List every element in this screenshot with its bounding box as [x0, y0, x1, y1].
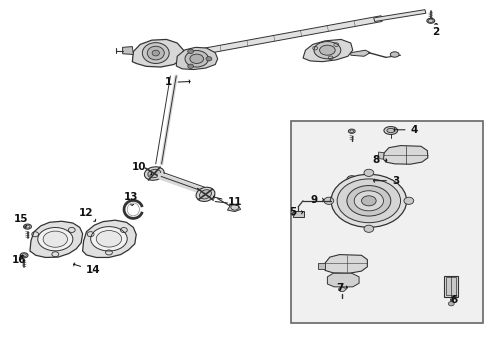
Polygon shape — [350, 50, 369, 56]
Ellipse shape — [338, 287, 345, 292]
Polygon shape — [378, 152, 383, 159]
Ellipse shape — [330, 174, 406, 227]
Ellipse shape — [147, 169, 161, 178]
Polygon shape — [383, 145, 427, 164]
Ellipse shape — [90, 226, 127, 251]
Polygon shape — [82, 220, 136, 257]
Bar — [446, 277, 455, 295]
Bar — [292, 212, 294, 215]
Text: 15: 15 — [14, 215, 28, 227]
Text: 1: 1 — [165, 77, 190, 87]
Text: 10: 10 — [131, 162, 151, 175]
Text: 16: 16 — [12, 255, 26, 265]
Text: 3: 3 — [373, 176, 399, 186]
Polygon shape — [227, 204, 240, 212]
Polygon shape — [176, 47, 217, 69]
Circle shape — [447, 302, 453, 306]
Ellipse shape — [144, 167, 164, 180]
Polygon shape — [30, 221, 82, 257]
Ellipse shape — [199, 190, 211, 199]
Ellipse shape — [426, 18, 434, 23]
Polygon shape — [193, 16, 381, 56]
Ellipse shape — [184, 50, 208, 67]
Text: 13: 13 — [124, 192, 138, 205]
Ellipse shape — [319, 45, 334, 55]
Ellipse shape — [38, 228, 73, 251]
Text: 4: 4 — [393, 125, 417, 135]
Ellipse shape — [20, 253, 28, 258]
Circle shape — [187, 49, 193, 54]
Polygon shape — [325, 255, 366, 273]
Ellipse shape — [152, 50, 159, 56]
Polygon shape — [317, 263, 325, 269]
Text: 5: 5 — [289, 207, 302, 217]
Circle shape — [324, 197, 333, 204]
Text: 9: 9 — [310, 195, 323, 205]
Ellipse shape — [386, 129, 394, 133]
Text: 2: 2 — [431, 23, 439, 37]
Ellipse shape — [346, 185, 390, 216]
Ellipse shape — [347, 129, 354, 134]
Text: 8: 8 — [372, 155, 386, 165]
Text: 6: 6 — [449, 295, 457, 305]
Circle shape — [363, 169, 373, 176]
Polygon shape — [327, 273, 358, 287]
Bar — [290, 121, 483, 323]
Ellipse shape — [336, 179, 400, 223]
Text: 7: 7 — [335, 283, 346, 293]
Circle shape — [187, 64, 193, 68]
Ellipse shape — [313, 41, 340, 59]
Ellipse shape — [96, 230, 122, 247]
Circle shape — [363, 225, 373, 232]
Ellipse shape — [142, 42, 169, 63]
Bar — [293, 211, 304, 217]
Ellipse shape — [365, 178, 376, 184]
Circle shape — [403, 197, 413, 204]
Bar — [444, 276, 457, 297]
Ellipse shape — [23, 224, 31, 229]
Circle shape — [205, 57, 211, 61]
Ellipse shape — [189, 54, 203, 63]
Polygon shape — [122, 46, 133, 54]
Circle shape — [346, 176, 356, 183]
Ellipse shape — [383, 127, 397, 134]
Ellipse shape — [389, 52, 398, 57]
Polygon shape — [303, 40, 352, 62]
Ellipse shape — [353, 191, 383, 211]
Ellipse shape — [361, 196, 375, 206]
Ellipse shape — [196, 187, 214, 202]
Text: 14: 14 — [74, 263, 101, 275]
Polygon shape — [373, 10, 425, 22]
Text: 11: 11 — [213, 195, 242, 207]
Ellipse shape — [147, 46, 164, 60]
Polygon shape — [132, 40, 183, 67]
Text: 12: 12 — [79, 208, 96, 221]
Ellipse shape — [43, 231, 67, 247]
